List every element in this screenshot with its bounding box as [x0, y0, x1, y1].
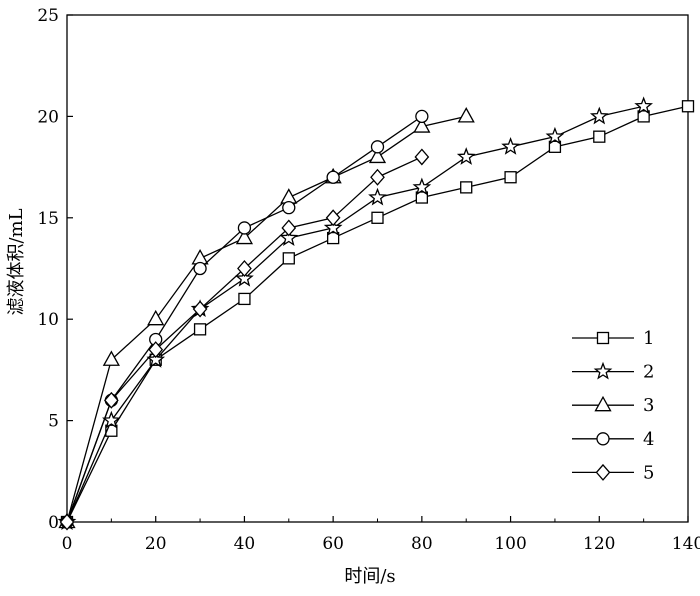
data-point-triangle: [191, 249, 209, 265]
x-tick-label: 120: [583, 534, 615, 554]
x-tick-label: 0: [62, 534, 73, 554]
series-5: [59, 148, 430, 531]
data-point-circle: [237, 221, 252, 235]
data-point-triangle: [235, 228, 254, 245]
data-point-square: [282, 252, 295, 265]
series-2: [57, 96, 653, 530]
data-point-triangle: [368, 147, 387, 164]
plot-frame: [66, 14, 689, 523]
data-point-star: [279, 228, 299, 247]
data-point-square: [238, 292, 251, 306]
data-point-star: [501, 136, 520, 155]
data-point-diamond: [414, 148, 430, 166]
data-point-star: [323, 218, 343, 236]
data-point-diamond: [148, 341, 164, 359]
series-line: [66, 156, 423, 523]
data-point-star: [102, 410, 121, 429]
series-3: [58, 107, 475, 529]
data-point-star: [456, 147, 476, 165]
data-point-triangle: [457, 107, 475, 123]
data-point-diamond: [237, 260, 252, 277]
legend-label: 3: [643, 395, 654, 416]
data-point-square: [637, 110, 650, 123]
data-point-circle: [326, 170, 340, 184]
data-point-square: [460, 181, 473, 194]
legend: 1 2 3 4 5: [572, 328, 654, 483]
data-point-diamond: [325, 209, 341, 227]
data-point-star: [589, 106, 609, 125]
x-tick-label: 40: [234, 534, 256, 554]
data-point-circle: [415, 109, 429, 124]
triangle-marker: [594, 395, 612, 412]
series-line: [66, 105, 644, 523]
data-point-star: [368, 187, 387, 206]
x-tick-label: 20: [145, 534, 167, 554]
y-tick-label: 0: [48, 513, 59, 533]
data-point-circle: [370, 140, 385, 154]
data-point-star: [545, 126, 565, 145]
y-tick-label: 25: [37, 6, 59, 26]
legend-item: 5: [572, 462, 654, 483]
data-point-diamond: [103, 391, 119, 409]
data-point-triangle: [102, 350, 120, 366]
data-point-triangle: [280, 188, 298, 204]
legend-item: 2: [572, 362, 654, 383]
data-point-square: [548, 140, 562, 153]
data-point-circle: [282, 201, 296, 215]
diamond-marker: [595, 463, 611, 481]
data-point-square: [371, 211, 384, 224]
y-tick-label: 10: [37, 310, 59, 330]
legend-item: 4: [572, 429, 654, 450]
x-tick-label: 140: [672, 534, 700, 554]
data-point-square: [415, 191, 429, 204]
legend-item: 1: [572, 328, 654, 349]
star-marker: [593, 361, 613, 380]
legend-label: 5: [643, 462, 654, 483]
data-point-star: [235, 268, 254, 287]
x-tick-label: 100: [494, 534, 526, 554]
data-point-circle: [193, 261, 207, 276]
legend-label: 1: [643, 328, 654, 349]
data-point-diamond: [370, 168, 385, 186]
legend-label: 2: [643, 362, 654, 383]
data-point-star: [146, 349, 166, 368]
series-line: [66, 115, 423, 523]
data-point-triangle: [147, 309, 165, 326]
series-layer: [57, 96, 695, 531]
data-point-square: [504, 171, 517, 184]
y-axis-title: 滤液体积/mL: [6, 208, 27, 315]
data-point-square: [681, 100, 695, 113]
square-marker: [596, 331, 610, 345]
x-tick-label: 60: [322, 534, 344, 554]
data-point-square: [593, 130, 606, 143]
data-point-square: [193, 323, 207, 336]
y-tick-label: 5: [48, 412, 59, 432]
series-4: [60, 109, 429, 529]
legend-label: 4: [643, 429, 654, 450]
data-point-diamond: [192, 300, 208, 318]
y-tick-label: 20: [37, 107, 59, 127]
legend-item: 3: [572, 395, 654, 416]
circle-marker: [596, 432, 610, 446]
data-point-triangle: [413, 117, 431, 133]
x-axis-title: 时间/s: [344, 566, 395, 587]
data-point-diamond: [281, 219, 297, 237]
data-point-star: [634, 96, 653, 115]
x-tick-label: 80: [411, 534, 433, 554]
series-line: [66, 115, 467, 523]
data-point-diamond: [59, 513, 75, 531]
data-point-square: [326, 231, 340, 245]
data-point-star: [412, 177, 432, 196]
data-point-square: [105, 424, 118, 437]
y-tick-label: 15: [37, 209, 59, 229]
